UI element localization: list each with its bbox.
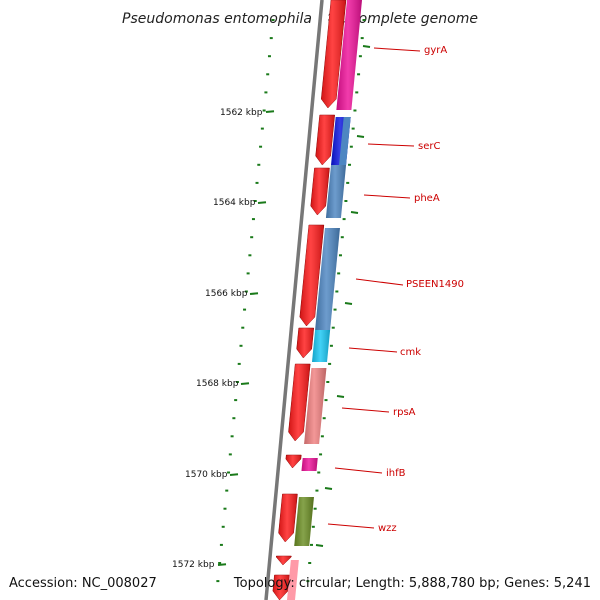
cog-shading [312, 330, 331, 362]
cog-shading [336, 0, 362, 110]
cds-shading [296, 328, 314, 358]
cog-block [339, 117, 351, 165]
tick-marks [216, 19, 371, 583]
cds-shading [278, 494, 298, 542]
gene-label-wzz: wzz [378, 523, 397, 534]
major-tick [249, 292, 259, 295]
cds-shading [315, 115, 335, 165]
label-leader-line [373, 47, 421, 52]
cog-shading [304, 368, 327, 444]
cds-shading [276, 556, 292, 565]
tick-label: 1572 kbp [172, 560, 215, 570]
feature-track [272, 0, 347, 600]
gene-label-gyra: gyrA [424, 45, 447, 56]
major-tick [336, 395, 345, 398]
cds-shading [272, 575, 290, 600]
cds-shading [288, 364, 311, 441]
cds-shading [310, 168, 330, 215]
cog-shading [325, 165, 347, 218]
label-leader-line [327, 523, 375, 529]
major-tick [315, 544, 324, 547]
major-tick [229, 473, 239, 476]
accession-text: Accession: NC_008027 [9, 576, 157, 591]
gene-label-pseen1490: PSEEN1490 [406, 279, 464, 290]
gene-labels [327, 47, 421, 529]
label-leader-line [355, 278, 404, 286]
label-leader-line [367, 143, 415, 147]
label-leader-line [341, 407, 390, 413]
major-tick [344, 302, 353, 305]
label-leader-line [348, 347, 398, 353]
map-title: Pseudomonas entomophila L48, complete ge… [122, 11, 478, 27]
major-tick [324, 487, 333, 490]
gene-label-texts: gyrA serC pheA PSEEN1490 cmk rpsA ihfB w… [378, 45, 464, 534]
tick-label: 1566 kbp [205, 289, 248, 299]
backbone-line [264, 0, 324, 600]
gene-label-cmk: cmk [400, 347, 421, 358]
gene-label-ihfb: ihfB [386, 468, 406, 479]
gene-label-rpsa: rpsA [393, 407, 416, 418]
major-tick [265, 110, 275, 113]
kbp-ticks: 1562 kbp 1564 kbp 1566 kbp 1568 kbp 1570… [172, 108, 263, 570]
cds-shading [321, 0, 346, 108]
major-tick [217, 563, 227, 566]
tick-label: 1564 kbp [213, 198, 256, 208]
tick-label: 1570 kbp [185, 470, 228, 480]
cog-block [287, 560, 299, 600]
major-tick [350, 211, 359, 214]
cog-shading [294, 497, 314, 546]
cog-track [287, 0, 362, 600]
label-leader-line [363, 194, 411, 199]
major-tick [257, 201, 267, 204]
tick-label: 1562 kbp [220, 108, 263, 118]
cog-shading [301, 458, 318, 471]
major-tick [356, 135, 365, 138]
tick-label: 1568 kbp [196, 379, 239, 389]
major-tick [240, 382, 250, 385]
cog-shading [315, 228, 340, 330]
gene-label-serc: serC [418, 141, 440, 152]
cds-shading [285, 455, 302, 468]
major-tick [362, 45, 371, 48]
label-leader-line [334, 467, 383, 474]
cds-shading [299, 225, 324, 326]
gene-label-phea: pheA [414, 193, 440, 204]
topology-text: Topology: circular; Length: 5,888,780 bp… [233, 576, 591, 591]
